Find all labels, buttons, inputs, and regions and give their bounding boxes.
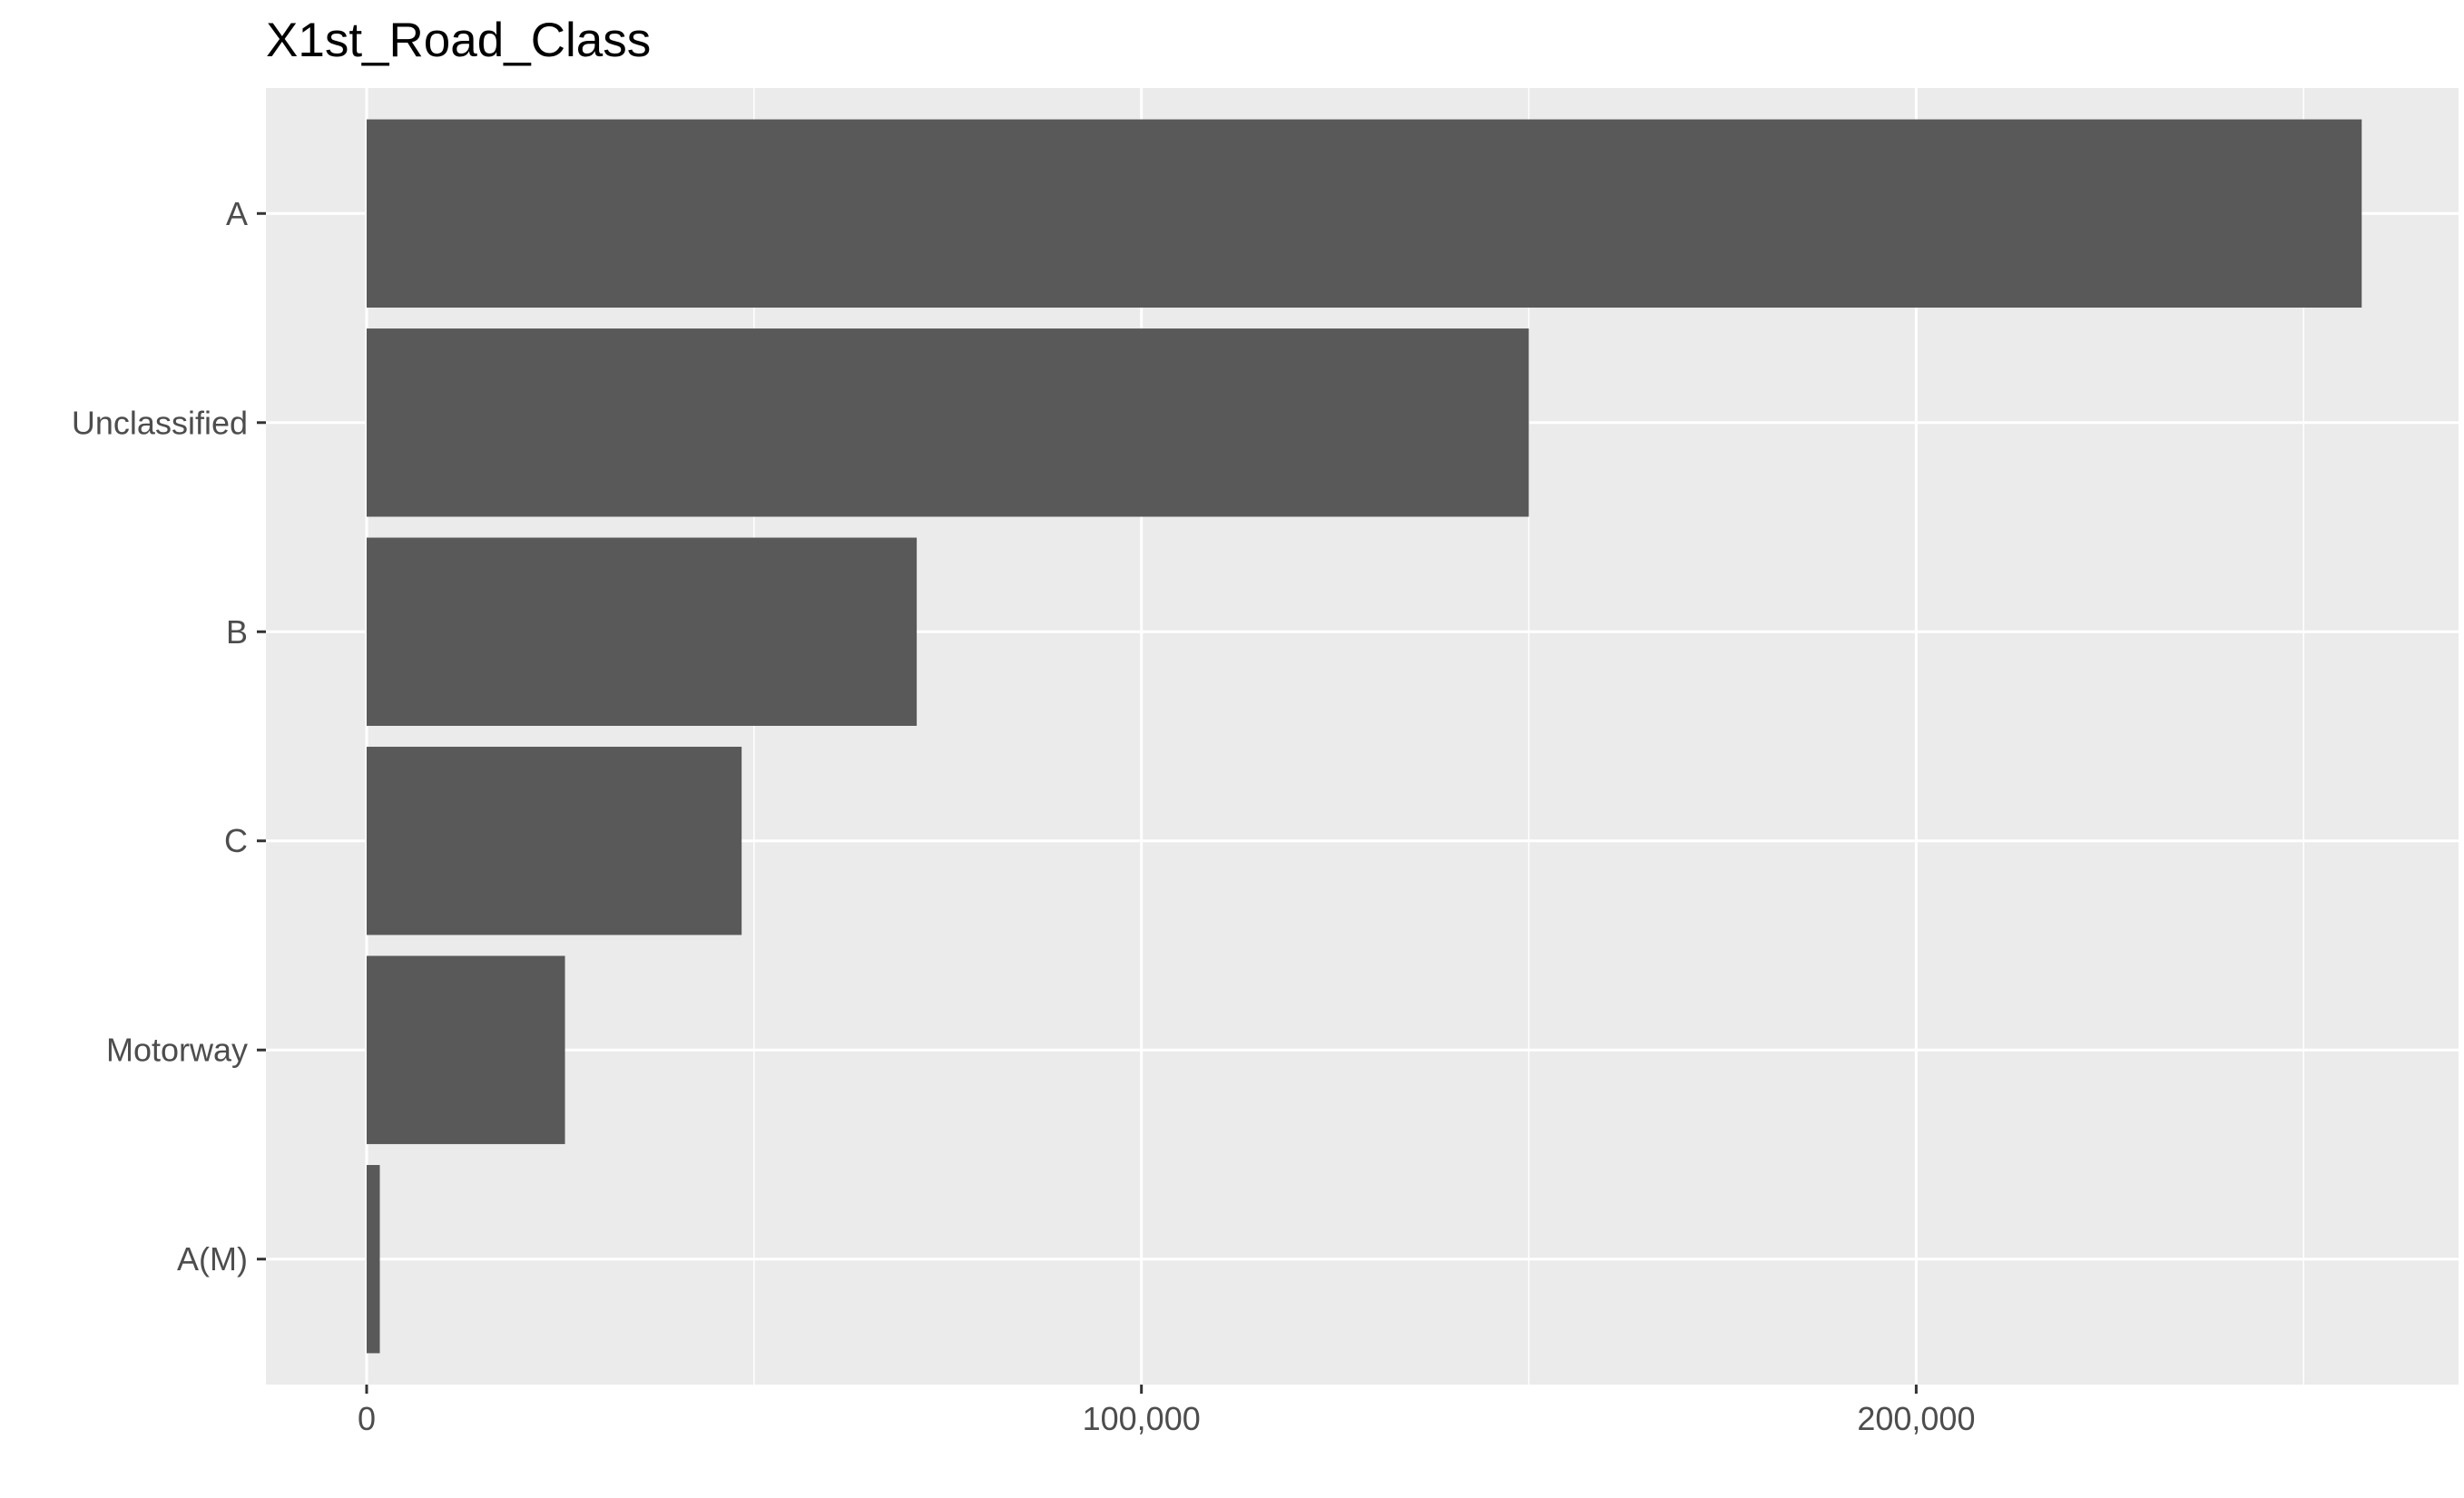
chart-title: X1st_Road_Class: [266, 14, 651, 67]
bars: [366, 119, 2362, 1354]
x-axis: 0 100,000 200,000: [358, 1385, 1975, 1437]
y-tick-label: Unclassified: [72, 404, 248, 441]
bar: [366, 537, 918, 726]
bar: [366, 1164, 380, 1354]
bar: [366, 747, 742, 935]
y-tick-label: A: [226, 195, 248, 232]
y-tick-label: B: [226, 613, 248, 651]
x-tick-label: 100,000: [1083, 1400, 1201, 1437]
x-tick-label: 0: [358, 1400, 376, 1437]
bar: [366, 328, 1529, 517]
y-tick-label: A(M): [177, 1240, 248, 1278]
y-tick-label: C: [224, 822, 248, 859]
bar: [366, 119, 2362, 308]
x-tick-label: 200,000: [1857, 1400, 1975, 1437]
y-tick-label: Motorway: [106, 1032, 248, 1069]
y-axis: A Unclassified B C Motorway A(M): [72, 195, 266, 1278]
bar: [366, 955, 565, 1144]
